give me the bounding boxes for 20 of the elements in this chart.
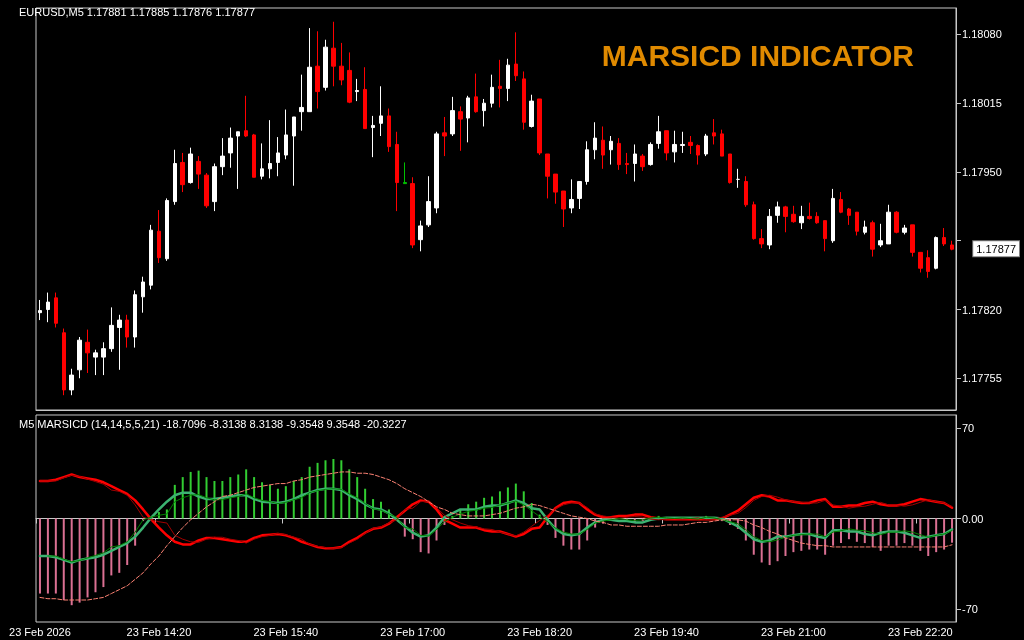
x-tick-label: 23 Feb 14:20 [126,625,192,638]
y-tick-label: -70 [962,603,978,616]
y-tick-label: 1.17950 [962,165,1002,178]
x-tick-label: 23 Feb 21:00 [760,625,826,638]
chart-title: M5 MARSICD (14,14,5,5,21) -18.7096 -8.3138 8.3138 -9.3548 9.3548 -20.3227 [19,417,407,430]
x-tick-label: 23 Feb 17:00 [380,625,446,638]
y-tick-label: 1.18080 [962,28,1002,41]
x-tick-label: 23 Feb 19:40 [634,625,699,638]
x-tick-label: 23 Feb 2026 [9,625,71,638]
annotation: MARSICD INDICATOR [601,38,915,72]
y-tick-label: 70 [962,421,975,434]
x-tick-label: 23 Feb 15:40 [253,625,319,638]
y-tick-label: 1.17755 [962,372,1002,385]
text: 1.17877 [976,242,1016,255]
chart-title: EURUSD,M5 1.17881 1.17885 1.17876 1.17877 [19,5,256,18]
x-tick-label: 23 Feb 22:20 [887,625,953,638]
x-tick-label: 23 Feb 18:20 [507,625,573,638]
y-tick-label: 1.18015 [962,97,1002,110]
y-tick-label: 1.17820 [962,303,1002,316]
y-tick-label: 0.00 [962,512,984,525]
